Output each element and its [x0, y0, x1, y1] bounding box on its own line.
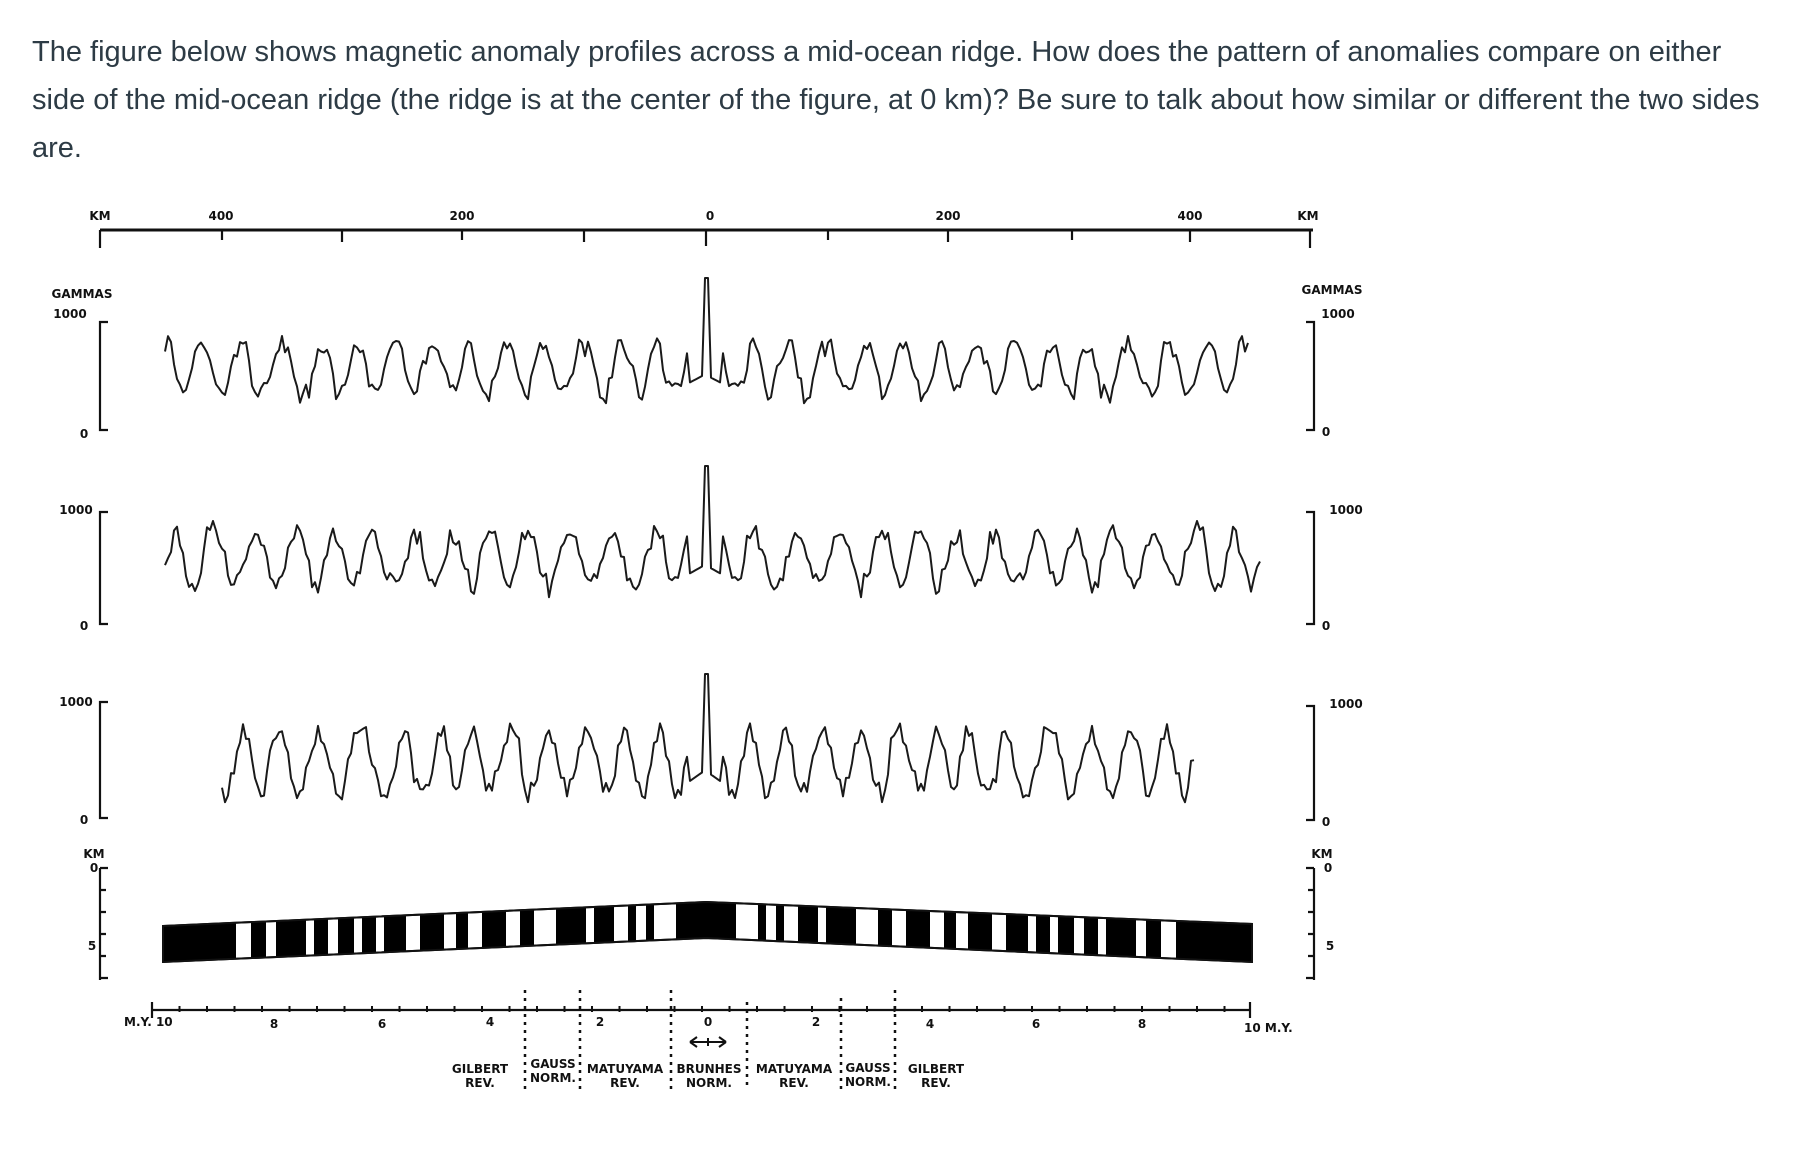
epoch-polarity: NORM.: [686, 1076, 732, 1090]
scale-top-value: 1000: [1329, 503, 1362, 517]
epoch-name: GILBERT: [908, 1062, 965, 1076]
scale-bottom-value: 0: [80, 813, 88, 827]
epoch-name: GILBERT: [452, 1062, 509, 1076]
profile-1-scale-left: GAMMAS 1000 0: [52, 287, 113, 441]
scale-top-value: 1000: [59, 695, 92, 709]
time-tick-label: 0: [704, 1015, 712, 1029]
profile-3-scale-right: 1000 0: [1306, 697, 1363, 829]
anomaly-profile-2: [164, 465, 1261, 599]
time-axis-left-label: M.Y. 10: [124, 1015, 173, 1029]
scale-bottom-value: 0: [80, 619, 88, 633]
epoch-labels: GILBERT REV. GAUSS NORM. MATUYAMA REV. B…: [452, 1057, 965, 1090]
epoch-polarity: NORM.: [530, 1071, 576, 1085]
depth-unit-right: KM: [1311, 847, 1332, 861]
top-axis-tick-label: 400: [208, 209, 233, 223]
epoch-polarity: REV.: [921, 1076, 951, 1090]
depth-top-value: 0: [1324, 861, 1332, 875]
scale-top-value: 1000: [1329, 697, 1362, 711]
epoch-name: BRUNHES: [676, 1062, 741, 1076]
depth-scale-left: KM 0 5: [83, 847, 108, 980]
epoch-polarity: NORM.: [845, 1075, 891, 1089]
anomaly-profile-1: [164, 277, 1249, 405]
depth-top-value: 0: [90, 861, 98, 875]
time-tick-label: 4: [926, 1017, 934, 1031]
depth-bottom-value: 5: [1326, 939, 1334, 953]
time-tick-label: 6: [378, 1017, 386, 1031]
top-km-axis: KM 400 200 0 200 400 KM: [89, 209, 1319, 248]
time-tick-label: 6: [1032, 1017, 1040, 1031]
profile-3-scale-left: 1000 0: [59, 695, 108, 827]
epoch-polarity: REV.: [779, 1076, 809, 1090]
time-tick-label: 8: [270, 1017, 278, 1031]
magnetic-anomaly-figure: KM 400 200 0 200 400 KM GAMMAS 1000 0 GA…: [52, 209, 1363, 1090]
scale-top-value: 1000: [1321, 307, 1354, 321]
scale-top-value: 1000: [59, 503, 92, 517]
epoch-name: GAUSS: [845, 1061, 890, 1075]
epoch-name: MATUYAMA: [587, 1062, 664, 1076]
anomaly-profile-3: [221, 673, 1195, 804]
time-axis-right-label: 10 M.Y.: [1244, 1021, 1293, 1035]
top-axis-tick-label: 200: [449, 209, 474, 223]
scale-bottom-value: 0: [1322, 815, 1330, 829]
depth-scale-right: KM 0 5: [1306, 847, 1334, 980]
top-axis-unit-left: KM: [89, 209, 110, 223]
time-tick-label: 4: [486, 1015, 494, 1029]
time-axis: M.Y. 10 10 M.Y. 8 6 4 2 0 2 4 6 8: [124, 990, 1293, 1090]
depth-unit-left: KM: [83, 847, 104, 861]
profile-1-scale-right: GAMMAS 1000 0: [1302, 283, 1363, 439]
gammas-label-right: GAMMAS: [1302, 283, 1363, 297]
scale-top-value: 1000: [53, 307, 86, 321]
top-axis-tick-label: 200: [935, 209, 960, 223]
top-axis-unit-right: KM: [1297, 209, 1318, 223]
epoch-polarity: REV.: [465, 1076, 495, 1090]
top-axis-tick-label: 400: [1177, 209, 1202, 223]
epoch-name: MATUYAMA: [756, 1062, 833, 1076]
scale-bottom-value: 0: [1322, 619, 1330, 633]
crust-stripe-block: [162, 900, 1253, 964]
gammas-label-left: GAMMAS: [52, 287, 113, 301]
depth-bottom-value: 5: [88, 939, 96, 953]
question-text: The figure below shows magnetic anomaly …: [32, 36, 1760, 164]
epoch-polarity: REV.: [610, 1076, 640, 1090]
scale-bottom-value: 0: [1322, 425, 1330, 439]
time-tick-label: 8: [1138, 1017, 1146, 1031]
time-tick-label: 2: [596, 1015, 604, 1029]
top-axis-tick-label: 0: [706, 209, 714, 223]
epoch-name: GAUSS: [530, 1057, 575, 1071]
profile-2-scale-left: 1000 0: [59, 503, 108, 633]
time-tick-label: 2: [812, 1015, 820, 1029]
profile-2-scale-right: 1000 0: [1306, 503, 1363, 633]
scale-bottom-value: 0: [80, 427, 88, 441]
